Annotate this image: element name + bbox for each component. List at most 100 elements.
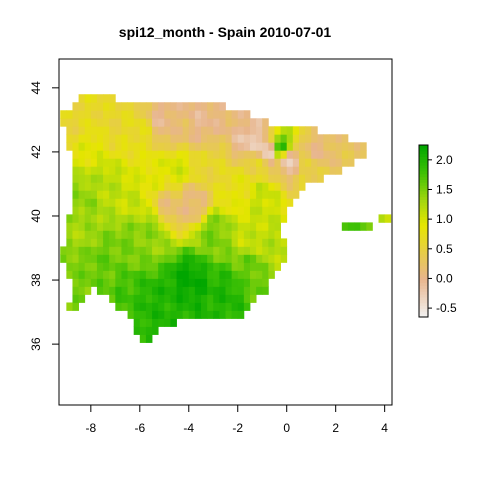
- raster-cell: [109, 182, 116, 191]
- raster-cell: [96, 206, 104, 215]
- raster-cell: [139, 166, 147, 175]
- raster-cell: [237, 118, 245, 127]
- raster-cell: [164, 118, 171, 127]
- raster-cell: [201, 174, 208, 183]
- raster-cell: [207, 174, 214, 183]
- raster-cell: [231, 126, 239, 135]
- colorbar-segment: [419, 190, 428, 195]
- raster-cell: [249, 150, 257, 159]
- raster-cell: [286, 158, 294, 167]
- raster-cell: [219, 158, 226, 167]
- raster-cell: [262, 286, 269, 295]
- raster-cell: [152, 294, 159, 303]
- raster-cell: [66, 142, 73, 151]
- raster-cell: [152, 166, 159, 175]
- raster-cell: [262, 118, 269, 127]
- raster-cell: [225, 206, 233, 215]
- raster-cell: [237, 294, 245, 303]
- raster-cell: [158, 142, 165, 151]
- raster-cell: [176, 158, 184, 167]
- raster-cell: [78, 254, 86, 263]
- raster-cell: [66, 270, 73, 279]
- raster-cell: [360, 222, 367, 231]
- colorbar-tick-label: 1.5: [436, 182, 453, 196]
- raster-cell: [176, 246, 184, 255]
- x-tick-label: -8: [85, 421, 96, 435]
- raster-cell: [225, 278, 233, 287]
- colorbar-segment: [419, 202, 428, 206]
- raster-cell: [225, 198, 233, 207]
- raster-cell: [182, 182, 190, 191]
- raster-cell: [90, 94, 98, 103]
- raster-cell: [231, 182, 239, 191]
- raster-cell: [268, 230, 275, 239]
- raster-cell: [78, 214, 86, 223]
- colorbar-segment: [419, 176, 428, 180]
- raster-cell: [84, 134, 92, 143]
- raster-cell: [317, 142, 324, 151]
- raster-cell: [292, 150, 300, 159]
- raster-cell: [188, 102, 196, 111]
- raster-cell: [286, 198, 294, 207]
- raster-cell: [292, 158, 300, 167]
- raster-cell: [329, 166, 337, 175]
- raster-cell: [133, 270, 141, 279]
- raster-cell: [225, 214, 233, 223]
- raster-cell: [231, 278, 239, 287]
- raster-cell: [164, 134, 171, 143]
- raster-cell: [176, 126, 184, 135]
- raster-cell: [188, 294, 196, 303]
- raster-cell: [280, 174, 288, 183]
- raster-cell: [231, 158, 239, 167]
- raster-cell: [219, 150, 226, 159]
- raster-cell: [225, 254, 233, 263]
- raster-cell: [188, 158, 196, 167]
- raster-cell: [103, 150, 110, 159]
- raster-cell: [182, 214, 190, 223]
- raster-cell: [133, 174, 141, 183]
- raster-cell: [158, 294, 165, 303]
- colorbar-segment: [419, 279, 428, 284]
- raster-cell: [274, 230, 281, 239]
- raster-cell: [109, 126, 116, 135]
- raster-cell: [158, 134, 165, 143]
- raster-cell: [201, 246, 208, 255]
- raster-cell: [133, 238, 141, 247]
- raster-cell: [109, 254, 116, 263]
- raster-cell: [170, 214, 177, 223]
- colorbar-segment: [419, 159, 428, 163]
- raster-cell: [90, 118, 98, 127]
- raster-cell: [103, 158, 110, 167]
- raster-cell: [145, 302, 153, 311]
- raster-cell: [182, 254, 190, 263]
- raster-cell: [219, 142, 226, 151]
- raster-cell: [286, 134, 294, 143]
- raster-cell: [182, 262, 190, 271]
- raster-cell: [109, 174, 116, 183]
- raster-cell: [249, 126, 257, 135]
- raster-cell: [213, 294, 220, 303]
- raster-cell: [158, 150, 165, 159]
- raster-cell: [305, 134, 312, 143]
- raster-cell: [164, 206, 171, 215]
- raster-cell: [121, 102, 128, 111]
- raster-cell: [188, 206, 196, 215]
- raster-cell: [170, 182, 177, 191]
- raster-cell: [292, 174, 300, 183]
- raster-cell: [219, 110, 226, 119]
- raster-cell: [201, 286, 208, 295]
- raster-cell: [72, 214, 79, 223]
- raster-cell: [188, 214, 196, 223]
- raster-cell: [72, 262, 79, 271]
- raster-cell: [201, 150, 208, 159]
- raster-cell: [133, 326, 141, 335]
- raster-cell: [201, 182, 208, 191]
- raster-cell: [323, 150, 330, 159]
- raster-cell: [176, 150, 184, 159]
- raster-cell: [139, 222, 147, 231]
- raster-cell: [170, 198, 177, 207]
- raster-cell: [121, 222, 128, 231]
- raster-cell: [115, 126, 122, 135]
- raster-cell: [152, 286, 159, 295]
- raster-cell: [127, 166, 135, 175]
